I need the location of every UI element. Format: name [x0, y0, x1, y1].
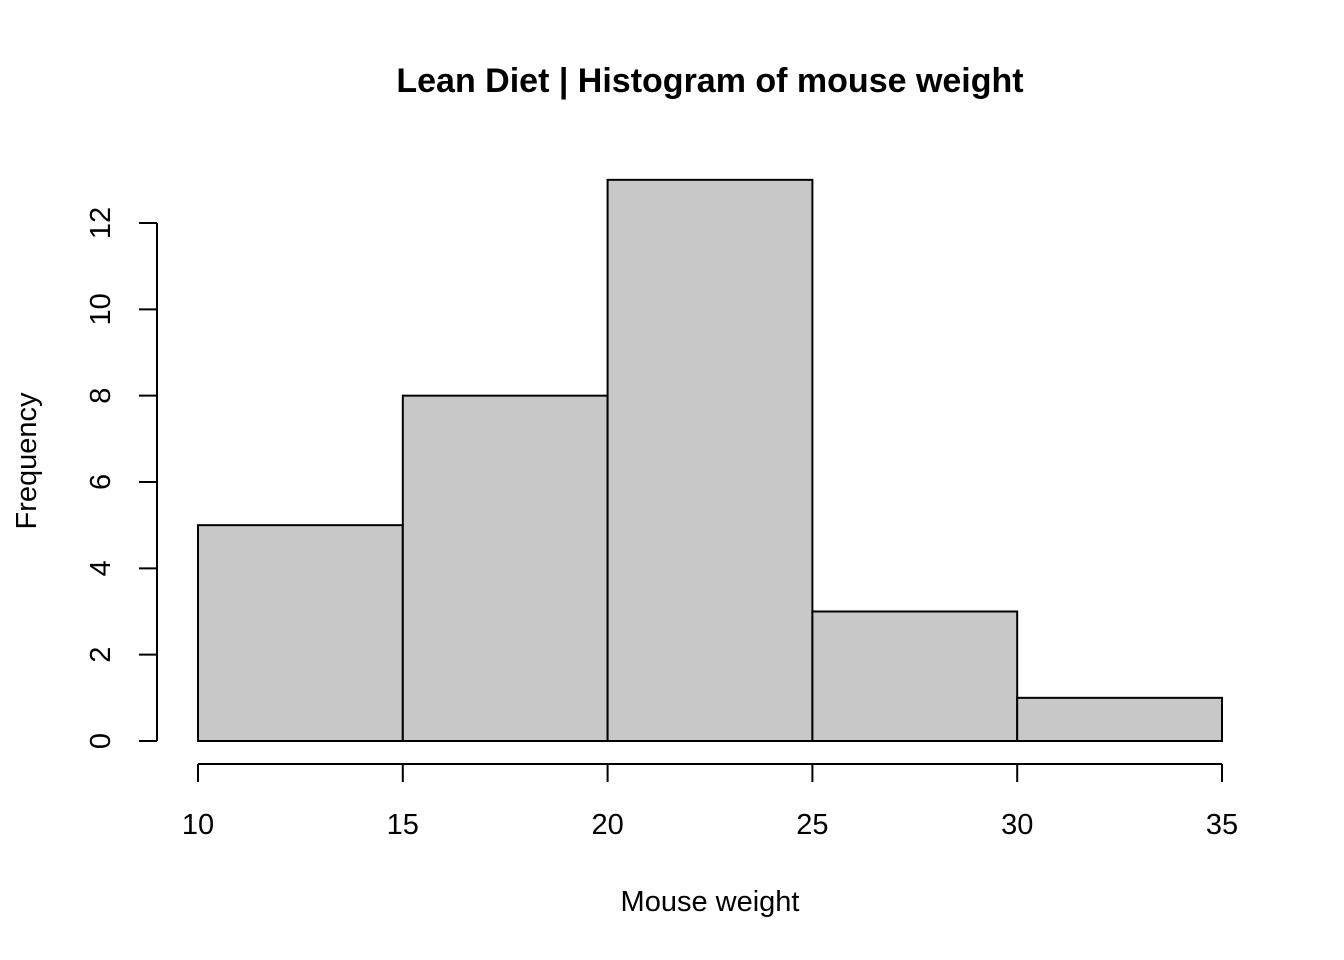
x-axis-ticks: 10 15 20 25 30 35: [182, 764, 1238, 841]
bars-group: [197, 178, 1224, 743]
x-tick-label: 10: [182, 809, 214, 841]
y-tick-label: 2: [85, 647, 117, 663]
y-tick-label: 12: [85, 207, 117, 239]
histogram-bar-4: [811, 610, 1019, 742]
y-axis-ticks: 0 2 4 6 8 10 12: [85, 207, 157, 749]
histogram-bar-3: [606, 178, 814, 743]
y-axis-label: Frequency: [11, 392, 43, 530]
y-tick-label: 6: [85, 474, 117, 490]
histogram-bar-2: [401, 394, 609, 742]
y-tick-label: 10: [85, 293, 117, 325]
x-tick-label: 25: [796, 809, 828, 841]
x-tick-label: 30: [1001, 809, 1033, 841]
x-tick-label: 35: [1206, 809, 1238, 841]
x-axis-label: Mouse weight: [621, 886, 800, 918]
x-tick-label: 20: [591, 809, 623, 841]
histogram-bar-1: [197, 524, 404, 742]
y-tick-label: 8: [85, 388, 117, 404]
y-tick-label: 4: [85, 560, 117, 576]
histogram-bar-5: [1016, 696, 1224, 743]
x-tick-label: 15: [387, 809, 419, 841]
y-tick-label: 0: [85, 733, 117, 749]
chart-title: Lean Diet | Histogram of mouse weight: [396, 62, 1023, 100]
